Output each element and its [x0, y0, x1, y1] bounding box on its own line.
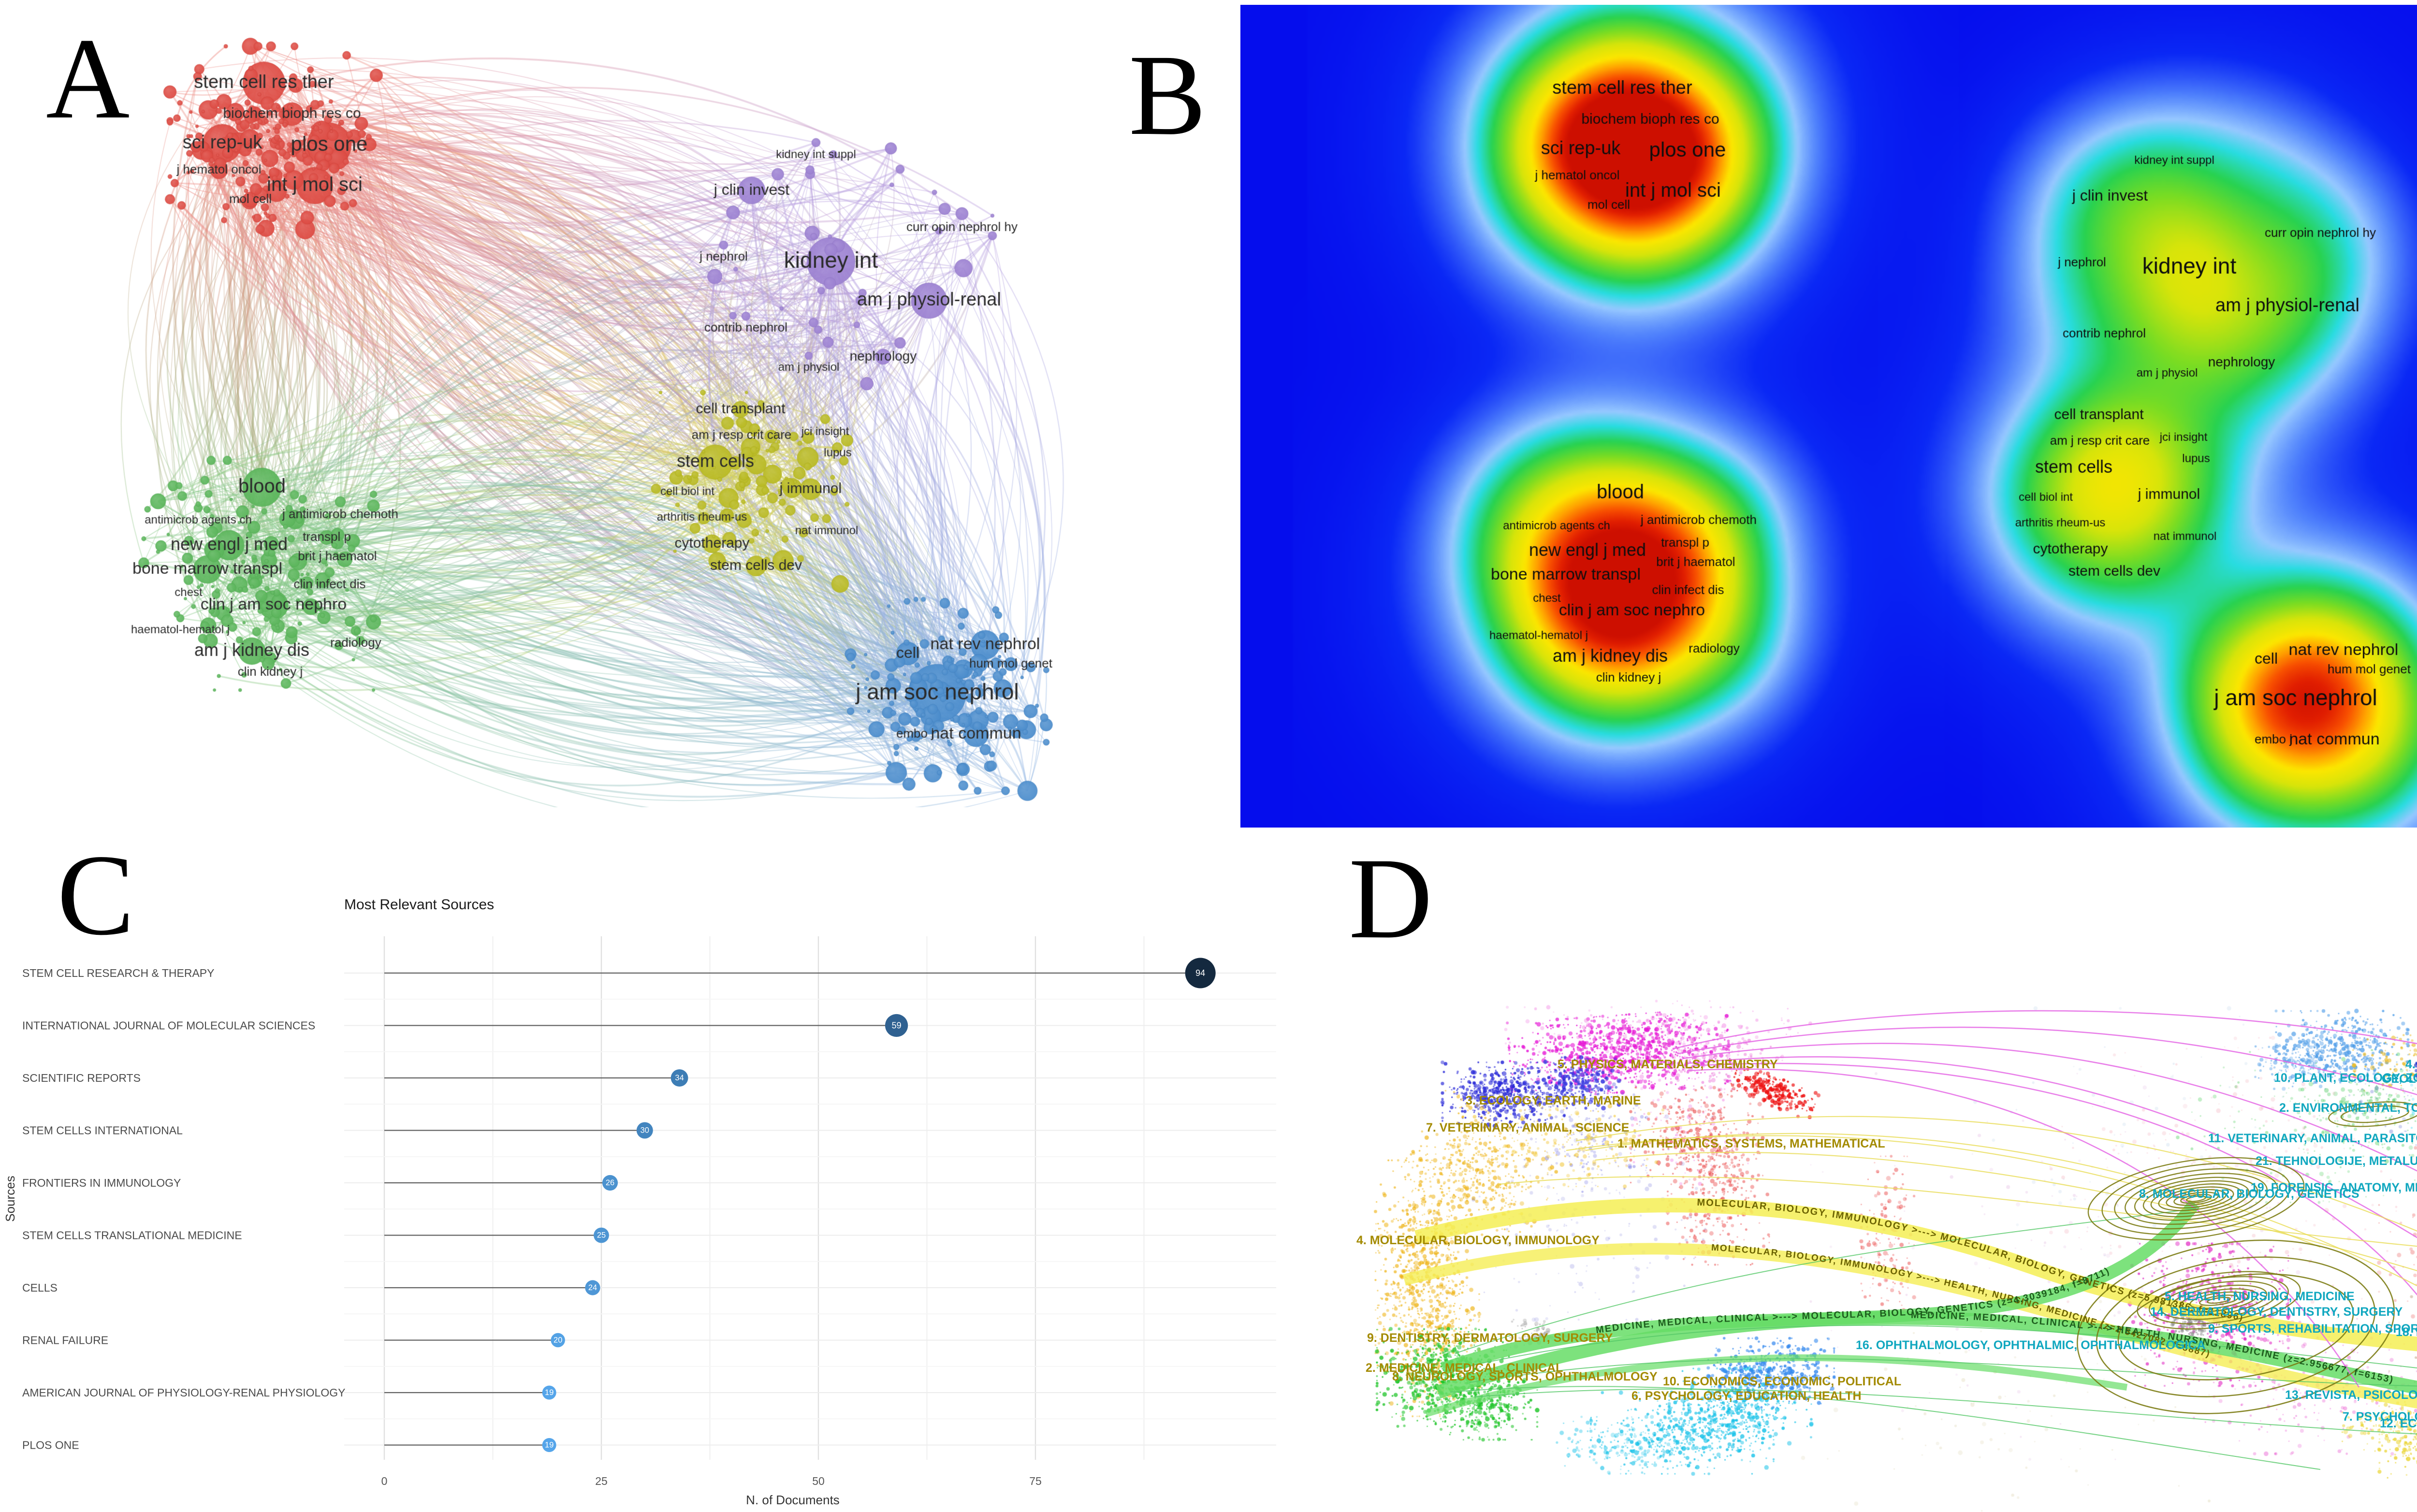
svg-text:75: 75	[1029, 1475, 1042, 1487]
svg-text:Sources: Sources	[3, 1176, 17, 1221]
svg-text:6. PSYCHOLOGY, EDUCATION, HEAL: 6. PSYCHOLOGY, EDUCATION, HEALTH	[1631, 1389, 1862, 1403]
svg-text:AMERICAN JOURNAL OF PHYSIOLOGY: AMERICAN JOURNAL OF PHYSIOLOGY-RENAL PHY…	[22, 1386, 345, 1399]
svg-text:RENAL FAILURE: RENAL FAILURE	[22, 1334, 108, 1347]
svg-text:STEM CELL RESEARCH & THERAPY: STEM CELL RESEARCH & THERAPY	[22, 967, 215, 979]
svg-text:18. HISTORY, PHILOSOPHY, RECOR: 18. HISTORY, PHILOSOPHY, RECORDS	[2396, 1325, 2417, 1339]
svg-text:PLOS ONE: PLOS ONE	[22, 1439, 79, 1452]
svg-text:STEM CELLS TRANSLATIONAL MEDIC: STEM CELLS TRANSLATIONAL MEDICINE	[22, 1229, 242, 1242]
svg-text:21. TEHNOLOGIJE, METALURGIJA,: 21. TEHNOLOGIJE, METALURGIJA, MIDEM-JOUR…	[2256, 1154, 2417, 1168]
svg-text:4. CHEMISTRY, MATERIALS, PHYSI: 4. CHEMISTRY, MATERIALS, PHYSICS	[2405, 1058, 2417, 1071]
svg-text:34: 34	[675, 1074, 684, 1082]
svg-text:Most Relevant Sources: Most Relevant Sources	[344, 897, 494, 913]
svg-text:8. MOLECULAR, BIOLOGY, GENETIC: 8. MOLECULAR, BIOLOGY, GENETICS	[2139, 1187, 2359, 1201]
svg-text:24: 24	[588, 1283, 597, 1292]
svg-text:CELLS: CELLS	[22, 1281, 58, 1294]
svg-text:26: 26	[606, 1178, 614, 1187]
svg-text:2. ENVIRONMENTAL, TOXICOLOGY,: 2. ENVIRONMENTAL, TOXICOLOGY, NUTRITION	[2279, 1101, 2417, 1115]
svg-text:1. MATHEMATICS, SYSTEMS, MATHE: 1. MATHEMATICS, SYSTEMS, MATHEMATICAL	[1617, 1137, 1885, 1150]
svg-text:3. ECOLOGY, EARTH, MARINE: 3. ECOLOGY, EARTH, MARINE	[1466, 1094, 1641, 1107]
svg-text:INTERNATIONAL JOURNAL OF MOLEC: INTERNATIONAL JOURNAL OF MOLECULAR SCIEN…	[22, 1019, 315, 1032]
svg-text:STEM CELLS INTERNATIONAL: STEM CELLS INTERNATIONAL	[22, 1124, 183, 1137]
svg-text:16. OPHTHALMOLOGY, OPHTHALMIC,: 16. OPHTHALMOLOGY, OPHTHALMIC, OPHTHALMO…	[1856, 1338, 2206, 1352]
svg-text:N. of Documents: N. of Documents	[746, 1493, 840, 1507]
svg-text:7. PSYCHOLOGY, EDUCATION, SOCI: 7. PSYCHOLOGY, EDUCATION, SOCIAL	[2343, 1410, 2417, 1424]
svg-text:5. HEALTH, NURSING, MEDICINE: 5. HEALTH, NURSING, MEDICINE	[2165, 1290, 2355, 1303]
svg-text:9. SPORTS, REHABILITATION, SPO: 9. SPORTS, REHABILITATION, SPORT	[2208, 1322, 2417, 1336]
svg-text:25: 25	[595, 1475, 608, 1487]
svg-text:25: 25	[597, 1231, 606, 1240]
svg-text:14. DERMATOLOGY, DENTISTRY, SU: 14. DERMATOLOGY, DENTISTRY, SURGERY	[2150, 1305, 2403, 1319]
svg-text:19. FORENSIC, ANATOMY, MEDICIN: 19. FORENSIC, ANATOMY, MEDICINE	[2251, 1181, 2417, 1194]
svg-text:13. REVISTA, PSICOLOGIA, SAUDE: 13. REVISTA, PSICOLOGIA, SAUDE	[2285, 1388, 2417, 1402]
svg-text:8. NEUROLOGY, SPORTS, OPHTHALM: 8. NEUROLOGY, SPORTS, OPHTHALMOLOGY	[1392, 1370, 1658, 1383]
svg-text:20: 20	[553, 1336, 562, 1345]
svg-text:11. VETERINARY, ANIMAL, PARASI: 11. VETERINARY, ANIMAL, PARASITOLOGY	[2208, 1132, 2417, 1145]
svg-text:10. PLANT, ECOLOGY, ZOOLOGY: 10. PLANT, ECOLOGY, ZOOLOGY	[2274, 1071, 2417, 1085]
svg-text:12. ECONOMICS, ECONOMIC, POLIT: 12. ECONOMICS, ECONOMIC, POLITICAL	[2380, 1417, 2417, 1430]
svg-text:10. ECONOMICS, ECONOMIC, POLIT: 10. ECONOMICS, ECONOMIC, POLITICAL	[1663, 1375, 1901, 1388]
svg-text:94: 94	[1195, 968, 1205, 978]
svg-text:50: 50	[812, 1475, 825, 1487]
svg-text:0: 0	[381, 1475, 388, 1487]
svg-text:7. VETERINARY, ANIMAL, SCIENCE: 7. VETERINARY, ANIMAL, SCIENCE	[1426, 1121, 1629, 1134]
svg-text:5. PHYSICS, MATERIALS, CHEMIST: 5. PHYSICS, MATERIALS, CHEMISTRY	[1558, 1058, 1778, 1071]
svg-text:59: 59	[892, 1021, 902, 1031]
svg-text:2. MEDICINE, MEDICAL, CLINICAL: 2. MEDICINE, MEDICAL, CLINICAL	[1366, 1361, 1563, 1375]
svg-text:9. DENTISTRY, DERMATOLOGY, SUR: 9. DENTISTRY, DERMATOLOGY, SURGERY	[1367, 1331, 1613, 1345]
svg-text:GEOLOGY, GEOPHYSICS: GEOLOGY, GEOPHYSICS	[2382, 1072, 2417, 1086]
svg-text:30: 30	[641, 1126, 649, 1135]
svg-text:19: 19	[545, 1388, 553, 1397]
svg-text:4. MOLECULAR, BIOLOGY, IMMUNOL: 4. MOLECULAR, BIOLOGY, IMMUNOLOGY	[1356, 1234, 1600, 1247]
svg-text:SCIENTIFIC REPORTS: SCIENTIFIC REPORTS	[22, 1072, 141, 1084]
svg-text:FRONTIERS IN IMMUNOLOGY: FRONTIERS IN IMMUNOLOGY	[22, 1177, 181, 1189]
svg-text:19: 19	[545, 1441, 553, 1450]
